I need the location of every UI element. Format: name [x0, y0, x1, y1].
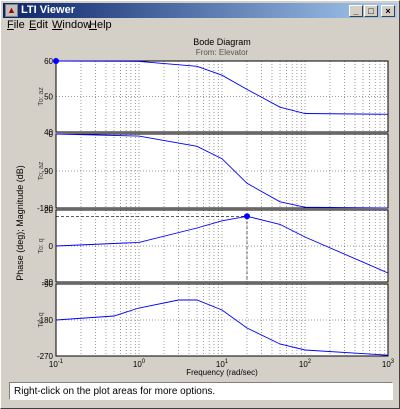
y-tick-label: -20 — [41, 278, 53, 287]
y-tick-label: 50 — [44, 93, 53, 102]
menu-window[interactable]: Window — [52, 19, 92, 31]
response-line[interactable] — [55, 133, 389, 209]
plot-title: Bode Diagram — [193, 37, 251, 47]
menu-edit[interactable]: Edit — [29, 19, 48, 31]
y-tick-label: -180 — [37, 204, 54, 213]
x-tick-label: 100 — [133, 359, 146, 369]
channel-label: To: az — [38, 87, 45, 106]
y-tick-label: 20 — [44, 206, 53, 215]
figure-area: Bode Diagram From: Elevator Phase (deg);… — [3, 34, 397, 377]
y-tick-label: 60 — [44, 57, 53, 66]
x-tick-label: 10-1 — [49, 359, 64, 369]
y-tick-label: 0 — [49, 130, 54, 139]
channel-label: To: az — [38, 161, 45, 180]
y-tick-label: 40 — [44, 128, 53, 137]
channel-label: To: q — [38, 312, 45, 327]
bode-panel-3[interactable]: 20 0 -20 To: q — [38, 206, 389, 287]
x-axis-label: Frequency (rad/sec) — [186, 368, 258, 377]
bode-panel-4[interactable]: -90 -180 -270 To: q — [37, 280, 389, 361]
data-marker[interactable] — [53, 58, 59, 64]
y-tick-label: -90 — [41, 280, 53, 289]
y-tick-label: 0 — [49, 242, 54, 251]
response-line[interactable] — [55, 60, 389, 115]
x-tick-label: 102 — [299, 359, 312, 369]
window-title: LTI Viewer — [21, 4, 76, 16]
bode-panel-2[interactable]: 0 -90 -180 To: az — [37, 130, 389, 213]
data-marker[interactable] — [243, 213, 250, 220]
bode-panel-1[interactable]: 60 50 40 To: az — [38, 57, 389, 137]
y-tick-label: -90 — [41, 167, 53, 176]
close-button[interactable]: × — [381, 5, 395, 17]
response-line[interactable] — [55, 299, 389, 356]
plot-subtitle: From: Elevator — [196, 48, 249, 57]
response-line[interactable] — [55, 215, 389, 274]
y-tick-label: -180 — [37, 316, 54, 325]
menu-file[interactable]: File — [7, 19, 25, 31]
bode-diagram[interactable]: Bode Diagram From: Elevator Phase (deg);… — [3, 34, 397, 377]
y-tick-label: -270 — [37, 352, 54, 361]
status-bar: Right-click on the plot areas for more o… — [9, 382, 393, 400]
menu-bar: File Edit Window Help — [3, 18, 397, 33]
maximize-button[interactable]: □ — [364, 5, 378, 17]
x-tick-label: 103 — [382, 359, 395, 369]
title-bar[interactable]: ▲ LTI Viewer _ □ × — [3, 3, 397, 18]
y-axis-label: Phase (deg); Magnitude (dB) — [15, 165, 25, 281]
matlab-app-icon[interactable]: ▲ — [5, 4, 18, 17]
x-tick-label: 101 — [216, 359, 229, 369]
menu-help[interactable]: Help — [89, 19, 112, 31]
channel-label: To: q — [38, 238, 45, 253]
minimize-button[interactable]: _ — [349, 5, 363, 17]
